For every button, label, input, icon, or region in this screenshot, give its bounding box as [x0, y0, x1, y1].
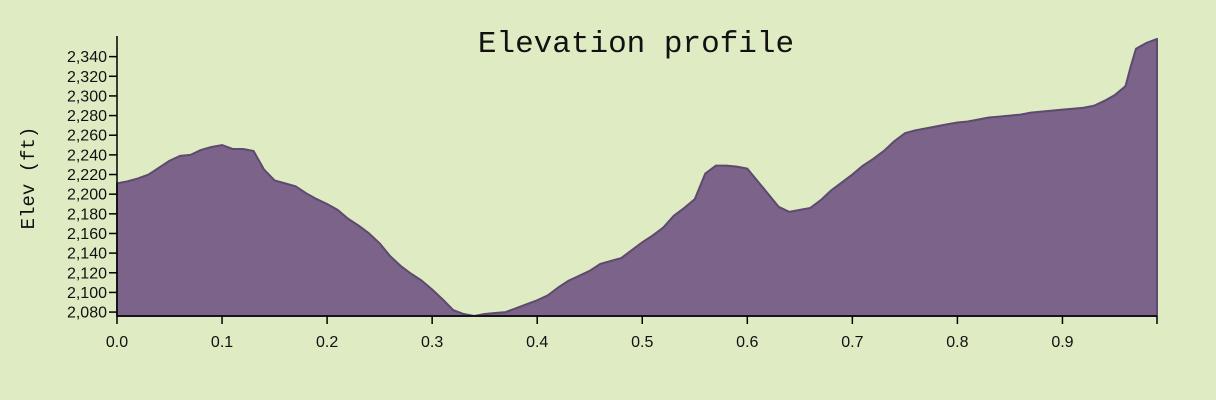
y-tick-label: 2,200 — [67, 187, 107, 204]
y-tick-label: 2,320 — [67, 69, 107, 86]
x-tick-label: 0.3 — [421, 334, 443, 351]
chart-title: Elevation profile — [478, 27, 794, 62]
y-tick-label: 2,180 — [67, 206, 107, 223]
elevation-area — [116, 37, 1158, 317]
x-tick-label: 0.1 — [211, 334, 233, 351]
y-tick-label: 2,100 — [67, 285, 107, 302]
y-tick-label: 2,080 — [67, 305, 107, 322]
x-tick-label: 0.7 — [841, 334, 863, 351]
y-tick-label: 2,280 — [67, 108, 107, 125]
x-tick-label: 0.2 — [316, 334, 338, 351]
x-tick-label: 0.9 — [1051, 334, 1073, 351]
y-tick-label: 2,240 — [67, 147, 107, 164]
x-tick-label: 0.6 — [736, 334, 758, 351]
y-tick-label: 2,260 — [67, 128, 107, 145]
area-series — [116, 37, 1158, 317]
x-axis: 0.0 0.1 0.2 0.3 0.4 0.5 0.6 0.7 0.8 0.9 — [106, 315, 1158, 351]
y-tick-label: 2,220 — [67, 167, 107, 184]
x-tick-label: 0.5 — [631, 334, 653, 351]
x-tick-label: 0.4 — [526, 334, 548, 351]
y-tick-label: 2,140 — [67, 246, 107, 263]
y-tick-label: 2,340 — [67, 49, 107, 66]
y-tick-label: 2,120 — [67, 265, 107, 282]
x-tick-label: 0.8 — [946, 334, 968, 351]
y-tick-label: 2,160 — [67, 226, 107, 243]
x-tick-label: 0.0 — [106, 334, 128, 351]
y-tick-label: 2,300 — [67, 88, 107, 105]
y-axis-label: Elev (ft) — [18, 127, 40, 230]
y-axis: 2,080 2,100 2,120 2,140 2,160 2,180 2,200 2,220… — [67, 36, 118, 322]
